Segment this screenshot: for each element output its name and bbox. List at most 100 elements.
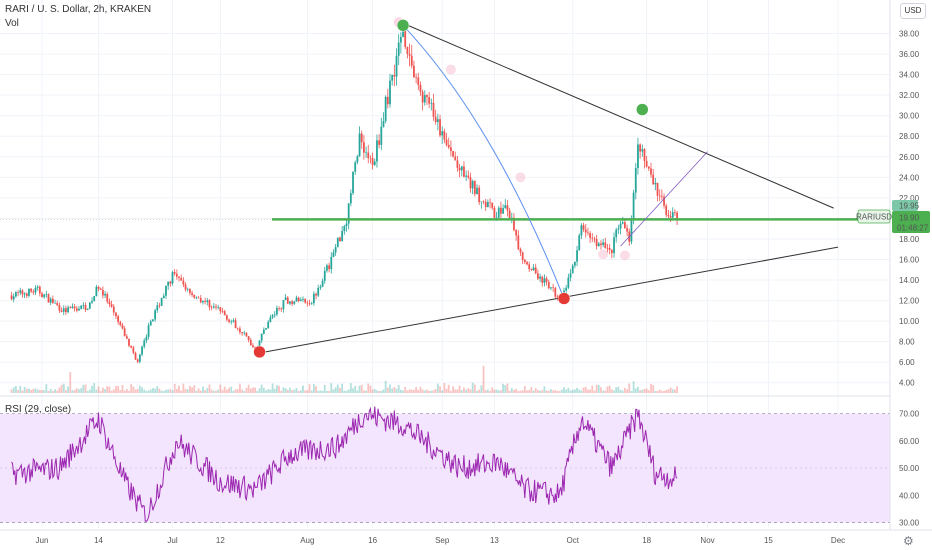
symbol-title[interactable]: RARI / U. S. Dollar, 2h, KRAKEN xyxy=(5,4,152,15)
candle-body xyxy=(489,202,491,203)
volume-bar xyxy=(69,372,72,393)
candle-body xyxy=(600,243,602,245)
volume-bar xyxy=(560,389,563,393)
candle-body xyxy=(608,248,611,250)
candle-body xyxy=(286,297,289,304)
candle-body xyxy=(610,249,613,254)
candle-body xyxy=(478,187,481,203)
candle-body xyxy=(352,171,354,194)
candle-body xyxy=(497,207,500,218)
candle-body xyxy=(615,229,618,238)
volume-bar xyxy=(243,390,246,393)
candle-body xyxy=(360,133,363,143)
candle-body xyxy=(197,297,200,299)
candle-body xyxy=(652,174,655,185)
candle-body xyxy=(225,315,228,320)
candles[interactable] xyxy=(10,22,678,364)
volume-bar xyxy=(556,390,559,393)
rsi-line[interactable] xyxy=(11,406,678,522)
candle-body xyxy=(306,302,309,304)
volume-bar xyxy=(467,388,470,393)
candle-body xyxy=(91,300,93,303)
candle-body xyxy=(232,320,235,322)
candle-body xyxy=(260,333,263,341)
candle-body xyxy=(308,303,311,304)
time-axis-label: Aug xyxy=(300,536,314,545)
volume-bar xyxy=(132,386,135,393)
candle-body xyxy=(143,340,146,347)
candle-body xyxy=(315,293,317,296)
drawings[interactable] xyxy=(0,17,890,359)
price-scale[interactable]: 38.00 36.00 34.00 32.00 30.00 28.00 26.00 24.00… xyxy=(856,0,932,550)
volume-bar xyxy=(465,389,468,393)
volume-bar xyxy=(41,390,43,393)
volume-bar xyxy=(212,390,215,393)
volume-bar xyxy=(265,390,267,393)
volume-bar xyxy=(239,383,241,393)
candle-body xyxy=(49,298,52,303)
volume-bar xyxy=(600,387,602,393)
volume-bar xyxy=(215,390,217,393)
volume-bar xyxy=(289,387,291,393)
volume-bar xyxy=(262,387,265,393)
volume-bar xyxy=(604,390,607,393)
volume-bar xyxy=(634,388,637,393)
volume-bar xyxy=(513,389,515,393)
settings-gear-icon[interactable]: ⚙ xyxy=(903,534,914,548)
candle-body xyxy=(456,160,459,168)
volume-bar xyxy=(406,390,409,393)
candle-body xyxy=(93,296,96,301)
volume-bar xyxy=(43,390,46,393)
volume-bar xyxy=(489,390,491,393)
candle-body xyxy=(602,242,605,245)
candle-body xyxy=(210,307,213,308)
candle-body xyxy=(587,232,589,234)
currency-button[interactable]: USD xyxy=(900,3,926,19)
volume-bars xyxy=(10,365,678,393)
candle-body xyxy=(202,301,204,303)
volume-bar xyxy=(271,383,274,393)
volume-bar xyxy=(197,388,200,393)
volume-bar xyxy=(610,389,613,393)
volume-bar xyxy=(595,384,598,393)
candle-body xyxy=(321,280,324,287)
volume-bar xyxy=(402,390,404,393)
volume-bar xyxy=(95,389,98,393)
volume-bar xyxy=(500,390,502,393)
volume-bar xyxy=(371,389,374,393)
anchor-dot xyxy=(619,250,630,261)
candle-body xyxy=(219,307,222,312)
volume-bar xyxy=(84,384,87,393)
candle-body xyxy=(347,203,350,224)
volume-bar xyxy=(528,389,531,393)
volume-bar xyxy=(626,389,628,393)
rsi-title[interactable]: RSI (29, close) xyxy=(5,404,72,415)
volume-bar xyxy=(469,389,472,393)
candle-body xyxy=(130,345,133,348)
volume-bar xyxy=(541,389,544,393)
candle-body xyxy=(291,301,294,304)
time-axis-label: 13 xyxy=(490,536,499,545)
volume-bar xyxy=(441,390,444,393)
candle-body xyxy=(341,230,344,242)
rsi-tick-label: 40.00 xyxy=(899,491,920,500)
time-axis[interactable]: Jun 14 Jul 12 Aug 16 Sep 13 Oct 18 Nov 15 Dec xyxy=(0,529,932,545)
volume-bar xyxy=(245,387,248,393)
volume-bar xyxy=(12,387,15,393)
candle-body xyxy=(212,306,215,308)
volume-bar xyxy=(158,388,161,393)
candle-body xyxy=(145,336,148,341)
candle-body xyxy=(178,276,180,278)
volume-bar xyxy=(506,383,509,393)
candle-body xyxy=(454,156,457,161)
volume-bar xyxy=(523,386,526,393)
volume-bar xyxy=(615,387,618,393)
candle-body xyxy=(513,217,515,231)
volume-bar xyxy=(419,386,422,393)
volume-bar xyxy=(660,390,663,393)
volume-bar xyxy=(317,390,320,393)
volume-bar xyxy=(125,388,128,393)
volume-label[interactable]: Vol xyxy=(5,18,19,29)
candle-body xyxy=(367,152,370,158)
